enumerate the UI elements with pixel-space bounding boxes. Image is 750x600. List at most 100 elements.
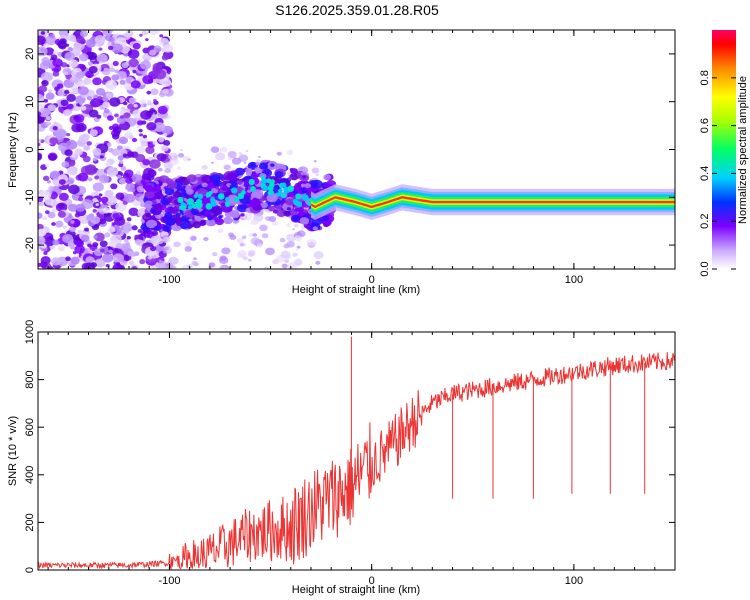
- cluster-blob: [240, 213, 245, 217]
- faint-blob: [231, 157, 242, 165]
- noise-blob: [122, 228, 130, 234]
- faint-blob: [210, 146, 220, 153]
- faint-blob: [245, 149, 249, 153]
- faint-blob: [252, 233, 258, 237]
- faint-blob: [208, 262, 216, 268]
- noise-blob: [70, 256, 80, 265]
- noise-blob: [57, 88, 67, 97]
- colorbar-tick-label: 0.8: [699, 70, 711, 85]
- noise-blob: [43, 98, 49, 103]
- faint-blob: [219, 146, 228, 153]
- noise-blob: [133, 251, 140, 257]
- cluster-blob: [201, 182, 208, 188]
- noise-blob: [51, 208, 57, 213]
- cluster-highlight: [225, 201, 231, 208]
- snr-x-tick-label: -100: [158, 575, 180, 587]
- cluster-blob: [236, 204, 248, 213]
- noise-blob: [53, 50, 58, 55]
- cluster-highlight: [266, 178, 272, 184]
- cluster-blob: [156, 195, 162, 200]
- noise-blob: [85, 165, 98, 176]
- noise-blob: [38, 146, 44, 152]
- faint-blob: [184, 246, 192, 252]
- faint-blob: [190, 236, 197, 241]
- cluster-blob: [180, 222, 189, 230]
- noise-blob: [127, 250, 135, 257]
- cluster-blob: [144, 185, 154, 192]
- faint-blob: [187, 158, 191, 161]
- noise-blob: [75, 71, 85, 79]
- noise-blob: [67, 34, 76, 42]
- noise-blob: [141, 30, 148, 36]
- noise-blob: [115, 202, 127, 212]
- cluster-highlight: [186, 198, 194, 206]
- cluster-blob: [145, 219, 158, 229]
- noise-blob: [68, 184, 80, 195]
- noise-blob: [142, 158, 151, 166]
- noise-blob: [135, 154, 146, 163]
- cluster-highlight: [187, 205, 193, 210]
- cluster-blob: [285, 198, 295, 206]
- noise-blob: [119, 79, 126, 85]
- noise-blob: [128, 207, 139, 217]
- noise-blob: [124, 193, 136, 203]
- faint-blob: [219, 255, 227, 261]
- cluster-blob: [200, 219, 208, 225]
- noise-blob: [149, 159, 161, 169]
- noise-blob: [134, 234, 139, 239]
- faint-blob: [280, 250, 291, 259]
- cluster-blob: [185, 188, 194, 195]
- noise-blob: [123, 112, 131, 119]
- noise-blob: [40, 71, 53, 82]
- cluster-highlight: [278, 188, 283, 193]
- cluster-blob: [291, 214, 301, 222]
- cluster-highlight: [210, 197, 216, 203]
- noise-blob: [162, 44, 173, 53]
- faint-blob: [311, 167, 320, 174]
- noise-blob: [106, 92, 112, 98]
- noise-blob: [95, 203, 100, 207]
- noise-blob: [87, 243, 92, 248]
- noise-blob: [98, 174, 110, 184]
- cluster-blob: [223, 216, 233, 225]
- noise-blob: [132, 42, 141, 50]
- faint-blob: [156, 238, 164, 245]
- noise-blob: [90, 98, 102, 108]
- cluster-blob: [287, 176, 292, 181]
- noise-blob: [104, 212, 111, 218]
- noise-blob: [57, 203, 65, 209]
- cluster-blob: [260, 202, 268, 209]
- noise-blob: [121, 260, 128, 266]
- cluster-blob: [245, 168, 253, 174]
- noise-blob: [69, 76, 78, 83]
- noise-blob: [160, 137, 165, 141]
- noise-blob: [104, 189, 114, 198]
- noise-blob: [108, 36, 115, 43]
- cluster-highlight: [225, 196, 230, 202]
- noise-blob: [131, 225, 138, 231]
- cluster-blob: [207, 216, 213, 221]
- noise-blob: [45, 210, 50, 214]
- noise-blob: [92, 242, 99, 248]
- noise-blob: [38, 138, 42, 143]
- faint-blob: [268, 216, 277, 222]
- cluster-blob: [248, 199, 258, 207]
- cluster-blob: [153, 203, 162, 210]
- noise-blob: [78, 101, 83, 105]
- noise-blob: [112, 263, 124, 269]
- noise-blob: [127, 49, 140, 59]
- noise-blob: [89, 129, 98, 137]
- faint-blob: [248, 249, 256, 256]
- faint-blob: [250, 237, 261, 245]
- cluster-blob: [218, 215, 223, 219]
- cluster-blob: [323, 222, 330, 228]
- noise-blob: [152, 62, 163, 71]
- noise-blob: [96, 53, 108, 63]
- cluster-blob: [205, 218, 216, 227]
- noise-blob: [98, 47, 103, 51]
- noise-blob: [106, 167, 119, 177]
- noise-blob: [148, 30, 160, 35]
